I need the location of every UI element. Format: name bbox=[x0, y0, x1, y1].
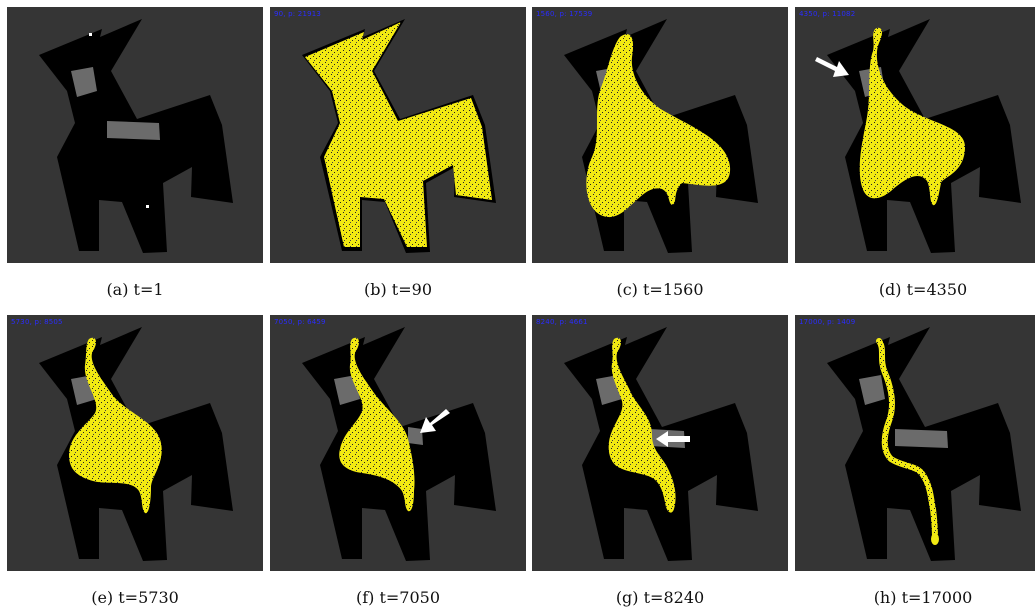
panel-caption: (c) t=1560 bbox=[616, 280, 704, 299]
simulation-frame: 5730, p: 8505 bbox=[7, 315, 263, 571]
hud-readout: 4350, p: 11082 bbox=[799, 10, 856, 18]
particle-cloud bbox=[339, 337, 415, 512]
particle-cloud bbox=[859, 27, 965, 206]
hud-readout: 1560, p: 17539 bbox=[536, 10, 593, 18]
maze-svg bbox=[564, 19, 758, 253]
maze-svg bbox=[564, 327, 758, 561]
simulation-frame bbox=[7, 7, 263, 263]
obstacle-small bbox=[859, 375, 885, 405]
maze-svg bbox=[815, 19, 1021, 253]
particle-cloud bbox=[586, 34, 731, 218]
arrow-icon bbox=[656, 431, 690, 447]
panel-caption: (g) t=8240 bbox=[615, 588, 705, 607]
goal-point bbox=[146, 205, 149, 208]
hud-readout: 5730, p: 8505 bbox=[11, 318, 63, 326]
start-point bbox=[89, 33, 92, 36]
particle-cloud bbox=[305, 22, 492, 247]
simulation-frame: 1560, p: 17539 bbox=[532, 7, 788, 263]
goal-blob bbox=[931, 533, 939, 545]
panel-caption: (e) t=5730 bbox=[91, 588, 179, 607]
arrow-icon bbox=[420, 409, 450, 433]
obstacle-small bbox=[334, 375, 360, 405]
panel-caption: (a) t=1 bbox=[106, 280, 164, 299]
particle-cloud bbox=[608, 337, 676, 513]
arrow-icon bbox=[815, 57, 849, 77]
obstacle-large bbox=[107, 121, 160, 140]
hud-readout: 7050, p: 6459 bbox=[274, 318, 326, 326]
maze-svg bbox=[302, 327, 496, 561]
panel-caption: (f) t=7050 bbox=[355, 588, 441, 607]
obstacle-large bbox=[408, 427, 423, 445]
panel-caption: (d) t=4350 bbox=[878, 280, 968, 299]
simulation-frame: 8240, p: 4661 bbox=[532, 315, 788, 571]
simulation-frame: 90, p: 21913 bbox=[270, 7, 526, 263]
panel-caption: (b) t=90 bbox=[363, 280, 432, 299]
maze-svg bbox=[39, 327, 233, 561]
obstacle-large bbox=[895, 429, 948, 448]
maze-svg bbox=[302, 19, 496, 253]
particle-cloud bbox=[69, 337, 162, 514]
particle-trail bbox=[876, 338, 938, 542]
obstacle-small bbox=[71, 67, 97, 97]
simulation-frame: 7050, p: 6459 bbox=[270, 315, 526, 571]
simulation-frame: 4350, p: 11082 bbox=[795, 7, 1035, 263]
hud-readout: 8240, p: 4661 bbox=[536, 318, 588, 326]
simulation-frame: 17000, p: 1409 bbox=[795, 315, 1035, 571]
panel-caption: (h) t=17000 bbox=[873, 588, 973, 607]
maze-svg bbox=[39, 19, 233, 253]
maze-svg bbox=[827, 327, 1021, 561]
hud-readout: 17000, p: 1409 bbox=[799, 318, 856, 326]
hud-readout: 90, p: 21913 bbox=[274, 10, 322, 18]
